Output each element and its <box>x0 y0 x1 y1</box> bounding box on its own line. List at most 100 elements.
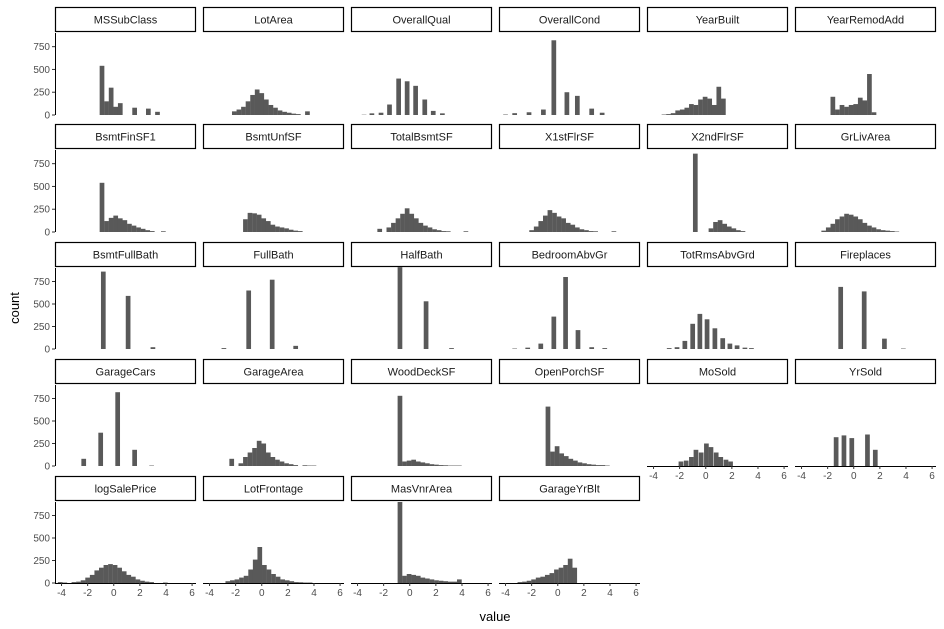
histogram-bar <box>740 231 746 232</box>
x-tick-label: -4 <box>797 471 806 482</box>
histogram-bar <box>279 461 285 466</box>
histogram-bar <box>522 581 527 583</box>
x-tick-label: 4 <box>755 471 761 482</box>
histogram-bar <box>684 107 690 115</box>
histogram-bar <box>538 343 544 349</box>
facet-strip <box>54 475 197 502</box>
histogram-bar <box>584 230 589 232</box>
panel-Fireplaces: Fireplaces <box>794 241 937 349</box>
histogram-bar <box>57 582 63 583</box>
histogram-bar <box>243 457 248 466</box>
histogram-bar <box>821 230 827 232</box>
histogram-bar <box>712 328 718 349</box>
histogram-bar <box>270 457 276 466</box>
facet-strip <box>54 358 197 385</box>
histogram-bar <box>440 113 445 115</box>
histogram-bar <box>871 112 877 115</box>
y-tick-label: 750 <box>33 277 50 288</box>
panel-GrLivArea: GrLivArea <box>794 123 937 232</box>
histogram-bar <box>575 330 581 349</box>
histogram-bar <box>275 226 280 232</box>
facet-strip <box>498 358 641 385</box>
facet-strip <box>202 123 345 150</box>
histogram-bar <box>723 459 729 466</box>
histogram-bar <box>117 103 123 115</box>
x-tick-label: -4 <box>501 588 510 599</box>
histogram-bar <box>149 231 155 232</box>
histogram-bar <box>563 277 568 349</box>
histogram-bar <box>289 581 295 583</box>
histogram-bar <box>104 101 109 115</box>
histogram-bar <box>243 575 249 583</box>
histogram-bar <box>262 565 267 583</box>
histogram-bar <box>529 230 534 232</box>
facet-strip <box>350 475 493 502</box>
x-tick-label: 2 <box>581 588 587 599</box>
histogram-bar <box>238 463 244 466</box>
histogram-bar <box>269 279 275 349</box>
facet-label: MSSubClass <box>94 15 158 27</box>
x-tick-label: 0 <box>851 471 857 482</box>
facet-label: HalfBath <box>400 250 442 262</box>
histogram-bar <box>261 218 267 232</box>
histogram-bar <box>430 110 436 115</box>
histogram-bar <box>85 577 90 583</box>
histogram-bar <box>288 229 294 232</box>
histogram-bar <box>397 502 403 583</box>
histogram-bar <box>880 230 886 232</box>
y-tick-label: 750 <box>33 159 50 170</box>
y-tick-label: 500 <box>33 300 50 311</box>
histogram-bar <box>241 106 246 115</box>
histogram-bar <box>679 109 685 115</box>
facet-strip <box>794 6 937 33</box>
histogram-bar <box>734 345 740 349</box>
y-tick-label: 0 <box>44 345 50 356</box>
histogram-bar <box>683 460 689 466</box>
histogram-bar <box>273 107 278 115</box>
histogram-bar <box>717 220 723 232</box>
histogram-bar <box>234 579 240 583</box>
histogram-bar <box>411 574 417 583</box>
histogram-bar <box>871 227 877 232</box>
x-tick-label: 4 <box>607 588 613 599</box>
histogram-bar <box>230 580 235 583</box>
histogram-bar <box>270 224 276 232</box>
histogram-bar <box>221 348 227 349</box>
histogram-bar <box>422 99 428 115</box>
histogram-bar <box>716 86 722 115</box>
histogram-bar <box>130 576 136 583</box>
x-tick-label: 0 <box>703 471 709 482</box>
histogram-bar <box>675 110 681 115</box>
histogram-bar <box>117 218 123 232</box>
histogram-bar <box>848 214 854 232</box>
histogram-bar <box>89 574 95 583</box>
panel-GarageArea: GarageArea <box>202 358 345 466</box>
histogram-bar <box>611 231 617 232</box>
histogram-bar <box>463 231 469 232</box>
histogram-bar <box>429 464 435 466</box>
facet-strip <box>202 241 345 268</box>
histogram-bar <box>257 547 263 583</box>
histogram-bar <box>275 576 281 583</box>
histogram-bar <box>692 153 698 232</box>
x-tick-label: -2 <box>83 588 92 599</box>
histogram-bar <box>245 101 251 115</box>
x-tick-label: -4 <box>57 588 66 599</box>
histogram-bar <box>140 228 146 232</box>
histogram-bar <box>265 221 271 232</box>
panel-OverallQual: OverallQual <box>350 6 493 115</box>
histogram-bar <box>305 111 310 115</box>
histogram-bar <box>574 227 580 232</box>
facet-strip <box>350 241 493 268</box>
histogram-bar <box>112 565 118 583</box>
facet-label: X2ndFlrSF <box>691 132 744 144</box>
panel-logSalePrice: logSalePrice 0 250 500 750 -4 -2 0 2 4 6 <box>33 475 197 599</box>
histogram-bar <box>236 109 242 115</box>
histogram-bar <box>726 226 732 232</box>
histogram-bar <box>369 113 375 115</box>
histogram-bar <box>882 338 887 349</box>
histogram-bar <box>742 347 748 349</box>
facet-label: YearRemodAdd <box>827 15 904 27</box>
histogram-bar <box>243 219 248 232</box>
histogram-bar <box>150 347 156 349</box>
